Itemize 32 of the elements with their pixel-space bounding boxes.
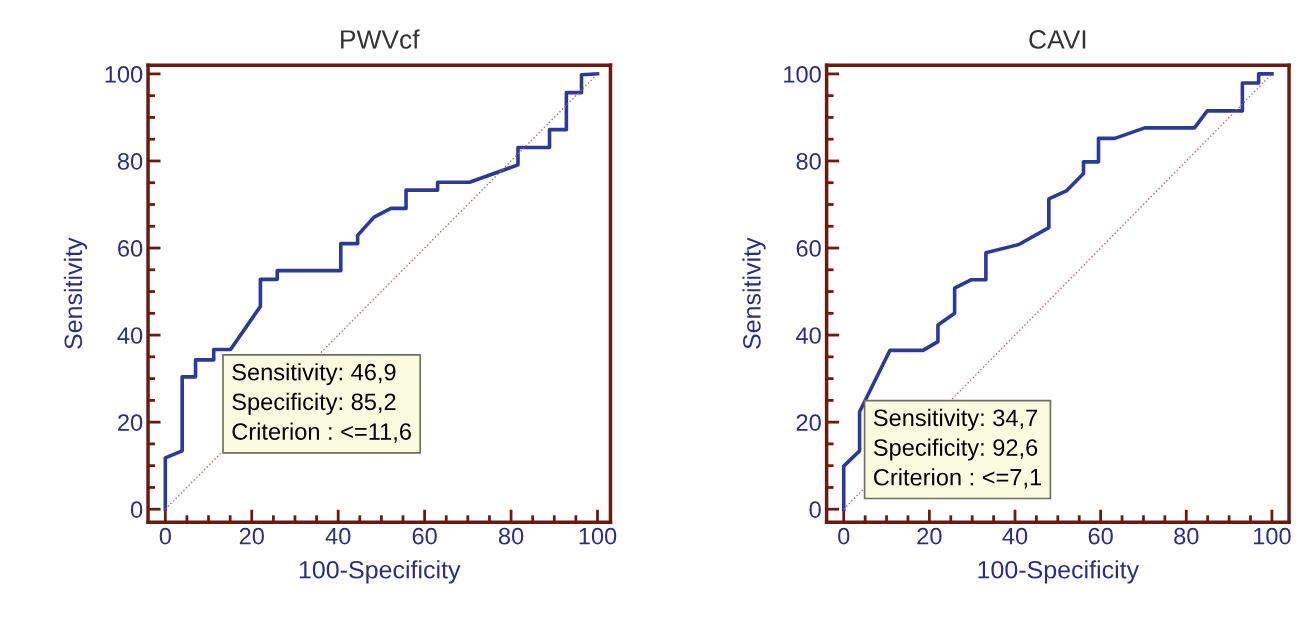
y-tick-label: 0 — [809, 501, 821, 518]
x-tick-label: 20 — [239, 527, 264, 545]
x-tick-label: 100 — [1254, 527, 1291, 545]
y-tick-label: 100 — [784, 65, 821, 83]
x-tick-label: 0 — [159, 527, 171, 545]
x-axis-title: 100-Specificity — [978, 560, 1140, 584]
y-tick-label: 40 — [117, 327, 143, 344]
annotation: Sensitivity: 34,7 Specificity: 92,6 Criterion : <=7,1 — [873, 408, 1041, 489]
annotation: Sensitivity: 46,9 Specificity: 85,2 Criterion : <=11,6 — [232, 363, 411, 443]
y-tick-label: 60 — [118, 240, 143, 257]
y-tick-label: 40 — [796, 327, 821, 344]
y-tick-label: 60 — [796, 240, 821, 257]
x-axis-title: 100-Specificity — [299, 560, 461, 584]
x-tick-label: 100 — [579, 527, 617, 545]
y-tick-label: 20 — [118, 414, 143, 431]
x-tick-label: 40 — [325, 527, 351, 545]
x-tick-label: 20 — [917, 527, 942, 545]
chart-title: CAVI — [1029, 30, 1086, 49]
y-tick-label: 0 — [130, 501, 143, 518]
x-tick-label: 60 — [412, 527, 437, 545]
y-tick-label: 20 — [796, 414, 821, 431]
x-tick-label: 60 — [1088, 527, 1113, 545]
x-tick-label: 40 — [1002, 527, 1028, 545]
y-axis-title: Sensitivity — [742, 237, 766, 349]
x-tick-label: 0 — [838, 527, 850, 545]
x-tick-label: 80 — [1174, 527, 1199, 545]
y-tick-label: 80 — [796, 153, 821, 170]
chart-title: PWVcf — [341, 29, 420, 49]
y-tick-label: 100 — [105, 65, 143, 83]
y-tick-label: 80 — [117, 153, 143, 170]
y-axis-title: Sensitivity — [63, 237, 88, 349]
x-tick-label: 80 — [498, 527, 524, 545]
